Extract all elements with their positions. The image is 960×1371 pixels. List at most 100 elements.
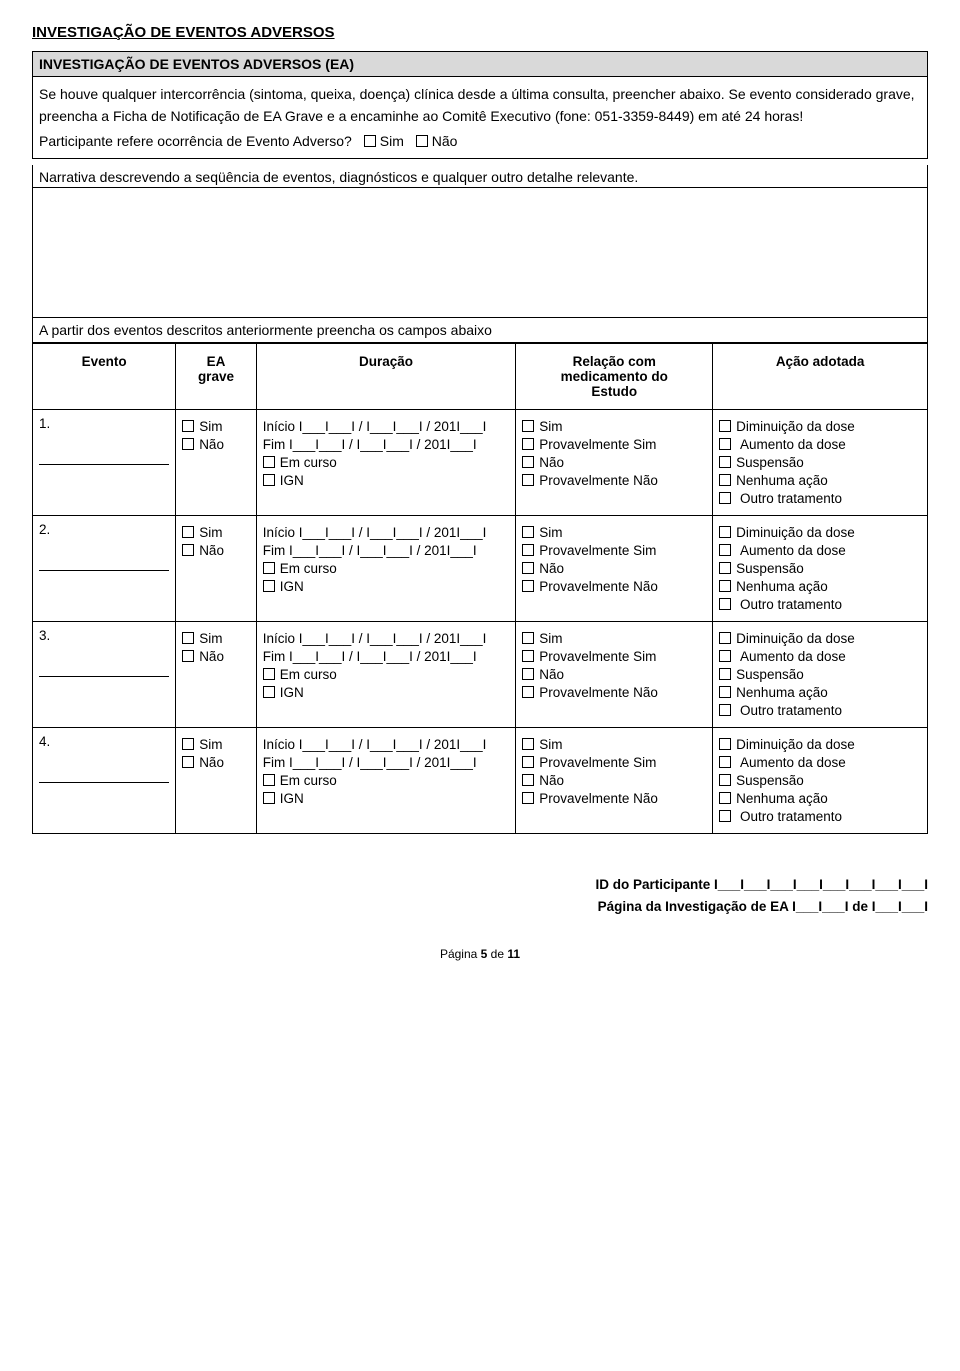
- checkbox-acao-susp[interactable]: [719, 774, 731, 786]
- inicio-line[interactable]: Início I___I___I / I___I___I / 201I___I: [263, 525, 510, 540]
- label-ea-nao: Não: [199, 649, 224, 664]
- fim-line[interactable]: Fim I___I___I / I___I___I / 201I___I: [263, 649, 510, 664]
- checkbox-acao-susp[interactable]: [719, 668, 731, 680]
- checkbox-acao-outro[interactable]: [719, 810, 731, 822]
- inicio-line[interactable]: Início I___I___I / I___I___I / 201I___I: [263, 737, 510, 752]
- label-acao-aum: Aumento da dose: [740, 437, 846, 452]
- checkbox-ign[interactable]: [263, 792, 275, 804]
- checkbox-acao-aum[interactable]: [719, 756, 731, 768]
- checkbox-rel-provsim[interactable]: [522, 544, 534, 556]
- checkbox-acao-outro[interactable]: [719, 492, 731, 504]
- label-rel-provsim: Provavelmente Sim: [539, 543, 656, 558]
- checkbox-acao-aum[interactable]: [719, 544, 731, 556]
- checkbox-acao-dim[interactable]: [719, 420, 731, 432]
- checkbox-acao-aum[interactable]: [719, 650, 731, 662]
- checkbox-acao-dim[interactable]: [719, 526, 731, 538]
- checkbox-rel-sim[interactable]: [522, 526, 534, 538]
- inicio-line[interactable]: Início I___I___I / I___I___I / 201I___I: [263, 631, 510, 646]
- checkbox-em-curso[interactable]: [263, 668, 275, 680]
- checkbox-rel-sim[interactable]: [522, 420, 534, 432]
- label-acao-aum: Aumento da dose: [740, 649, 846, 664]
- row-number: 3.: [39, 628, 169, 643]
- checkbox-ign[interactable]: [263, 686, 275, 698]
- checkbox-ea-sim[interactable]: [182, 738, 194, 750]
- checkbox-ea-sim[interactable]: [182, 632, 194, 644]
- label-ea-sim: Sim: [199, 737, 222, 752]
- checkbox-ea-nao[interactable]: [182, 650, 194, 662]
- events-table: Evento EA grave Duração Relação com medi…: [32, 343, 928, 834]
- checkbox-rel-sim[interactable]: [522, 632, 534, 644]
- checkbox-ea-nao[interactable]: [182, 756, 194, 768]
- checkbox-nao[interactable]: [416, 135, 428, 147]
- label-ea-sim: Sim: [199, 419, 222, 434]
- label-acao-nenh: Nenhuma ação: [736, 791, 828, 806]
- checkbox-acao-nenh[interactable]: [719, 474, 731, 486]
- checkbox-rel-provnao[interactable]: [522, 580, 534, 592]
- row-number: 1.: [39, 416, 169, 431]
- evento-input-line[interactable]: [39, 663, 169, 677]
- checkbox-rel-provsim[interactable]: [522, 438, 534, 450]
- label-em-curso: Em curso: [280, 455, 337, 470]
- adverse-event-question-row: Participante refere ocorrência de Evento…: [39, 130, 921, 152]
- checkbox-rel-provsim[interactable]: [522, 756, 534, 768]
- checkbox-em-curso[interactable]: [263, 774, 275, 786]
- checkbox-ign[interactable]: [263, 580, 275, 592]
- label-acao-aum: Aumento da dose: [740, 755, 846, 770]
- label-ea-nao: Não: [199, 437, 224, 452]
- fim-line[interactable]: Fim I___I___I / I___I___I / 201I___I: [263, 543, 510, 558]
- label-nao: Não: [432, 133, 458, 149]
- checkbox-acao-susp[interactable]: [719, 456, 731, 468]
- fim-line[interactable]: Fim I___I___I / I___I___I / 201I___I: [263, 437, 510, 452]
- label-acao-outro: Outro tratamento: [740, 703, 842, 718]
- inicio-line[interactable]: Início I___I___I / I___I___I / 201I___I: [263, 419, 510, 434]
- cell-acao: Diminuição da dose Aumento da dose Suspe…: [713, 516, 928, 622]
- narrative-textarea[interactable]: [32, 188, 928, 318]
- checkbox-rel-nao[interactable]: [522, 456, 534, 468]
- checkbox-ea-nao[interactable]: [182, 544, 194, 556]
- label-rel-provsim: Provavelmente Sim: [539, 755, 656, 770]
- checkbox-rel-nao[interactable]: [522, 668, 534, 680]
- label-rel-provsim: Provavelmente Sim: [539, 437, 656, 452]
- checkbox-rel-nao[interactable]: [522, 562, 534, 574]
- checkbox-acao-aum[interactable]: [719, 438, 731, 450]
- checkbox-rel-provsim[interactable]: [522, 650, 534, 662]
- pagina-investigacao: Página da Investigação de EA I___I___I d…: [598, 899, 928, 914]
- label-rel-sim: Sim: [539, 525, 562, 540]
- checkbox-rel-provnao[interactable]: [522, 474, 534, 486]
- checkbox-acao-nenh[interactable]: [719, 686, 731, 698]
- checkbox-acao-susp[interactable]: [719, 562, 731, 574]
- checkbox-acao-outro[interactable]: [719, 598, 731, 610]
- narrative-label: Narrativa descrevendo a seqüência de eve…: [32, 165, 928, 188]
- checkbox-em-curso[interactable]: [263, 562, 275, 574]
- checkbox-sim[interactable]: [364, 135, 376, 147]
- checkbox-rel-provnao[interactable]: [522, 686, 534, 698]
- checkbox-acao-nenh[interactable]: [719, 792, 731, 804]
- checkbox-ea-sim[interactable]: [182, 526, 194, 538]
- checkbox-rel-nao[interactable]: [522, 774, 534, 786]
- label-acao-susp: Suspensão: [736, 773, 804, 788]
- cell-evento: 1.: [33, 410, 176, 516]
- cell-relacao: Sim Provavelmente Sim Não Provavelmente …: [516, 622, 713, 728]
- page-footer-ids: ID do Participante I___I___I___I___I___I…: [32, 874, 928, 917]
- label-ea-nao: Não: [199, 755, 224, 770]
- checkbox-em-curso[interactable]: [263, 456, 275, 468]
- checkbox-acao-nenh[interactable]: [719, 580, 731, 592]
- checkbox-acao-dim[interactable]: [719, 632, 731, 644]
- label-ea-sim: Sim: [199, 631, 222, 646]
- th-duracao: Duração: [256, 344, 516, 410]
- checkbox-ea-sim[interactable]: [182, 420, 194, 432]
- evento-input-line[interactable]: [39, 769, 169, 783]
- checkbox-acao-dim[interactable]: [719, 738, 731, 750]
- checkbox-rel-sim[interactable]: [522, 738, 534, 750]
- label-ign: IGN: [280, 579, 304, 594]
- evento-input-line[interactable]: [39, 557, 169, 571]
- checkbox-rel-provnao[interactable]: [522, 792, 534, 804]
- label-rel-provsim: Provavelmente Sim: [539, 649, 656, 664]
- evento-input-line[interactable]: [39, 451, 169, 465]
- label-acao-nenh: Nenhuma ação: [736, 579, 828, 594]
- checkbox-acao-outro[interactable]: [719, 704, 731, 716]
- checkbox-ign[interactable]: [263, 474, 275, 486]
- fim-line[interactable]: Fim I___I___I / I___I___I / 201I___I: [263, 755, 510, 770]
- label-rel-sim: Sim: [539, 419, 562, 434]
- checkbox-ea-nao[interactable]: [182, 438, 194, 450]
